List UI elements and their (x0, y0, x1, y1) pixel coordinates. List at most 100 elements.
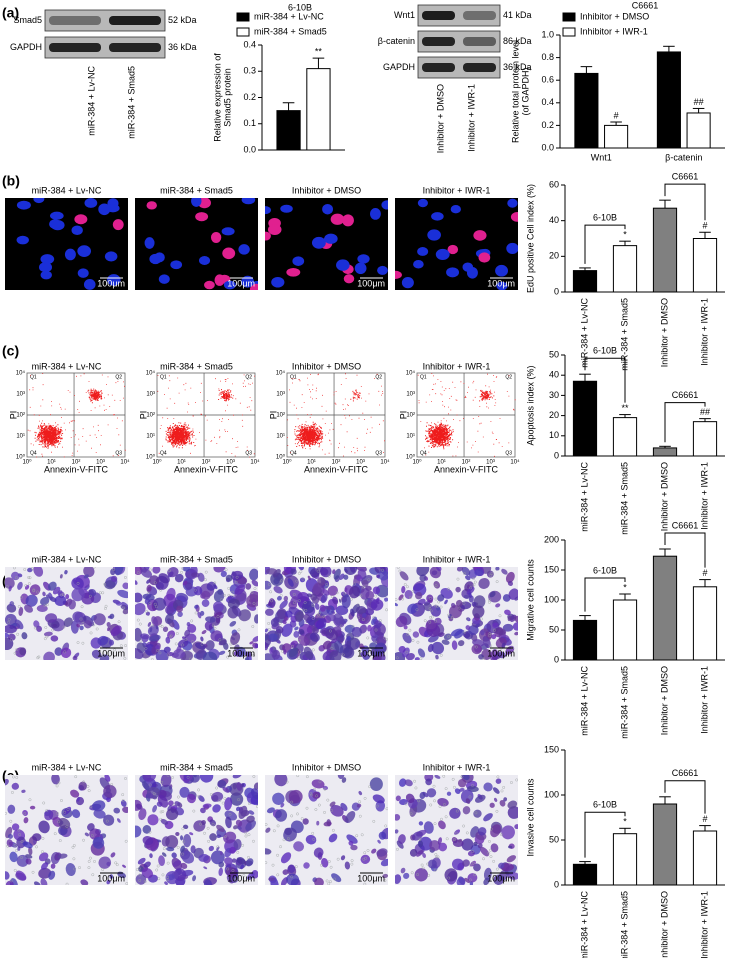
cell (317, 577, 326, 586)
x-tick-label: Inhibitor + IWR-1 (699, 891, 709, 958)
pore (43, 637, 47, 641)
pore (368, 785, 372, 789)
bar (574, 72, 599, 149)
pore (181, 852, 185, 856)
flow-y-tick: 10⁴ (146, 370, 156, 377)
cell (409, 848, 418, 857)
cell (457, 640, 465, 647)
flow-x-tick: 10² (462, 460, 471, 466)
cell (337, 775, 345, 779)
pore (314, 808, 318, 811)
cell (88, 589, 97, 597)
pore (247, 802, 251, 805)
pore (447, 587, 450, 591)
micrograph-content (5, 567, 128, 660)
cell (247, 872, 255, 881)
cell (319, 604, 326, 612)
nucleus (446, 267, 460, 278)
cell (399, 799, 408, 806)
pore (396, 567, 400, 569)
pore (121, 799, 125, 802)
pore (325, 583, 329, 586)
pore (331, 828, 335, 832)
cell (212, 804, 221, 813)
cell (471, 601, 477, 607)
cell (332, 596, 339, 605)
cell (265, 580, 272, 590)
nucleus (478, 252, 491, 263)
pore (381, 568, 384, 572)
blot-label: Wnt1 (394, 10, 415, 20)
pore (124, 777, 127, 780)
pore (148, 602, 152, 605)
pore (488, 634, 492, 638)
cell (93, 613, 106, 626)
blot-band (109, 16, 161, 25)
flow-x-tick: 10⁴ (250, 459, 260, 466)
pore (101, 653, 105, 657)
pore (490, 572, 494, 576)
flow-y-tick: 10¹ (16, 434, 25, 440)
cell (457, 778, 467, 788)
pore (312, 648, 315, 652)
cell (213, 601, 224, 613)
cell (283, 827, 297, 842)
nucleus (265, 206, 271, 215)
y-axis-label: Apoptosis index (%) (525, 365, 535, 445)
cell (230, 570, 244, 581)
cell (273, 585, 283, 594)
cell (141, 781, 150, 791)
y-axis-label: Migrative cell counts (525, 559, 535, 641)
pore (161, 810, 165, 813)
pore (463, 572, 466, 575)
cell (91, 649, 102, 659)
cell (234, 584, 246, 595)
pore (193, 588, 197, 592)
pore (433, 868, 437, 872)
cell (340, 855, 346, 861)
pore (157, 877, 161, 881)
pore (358, 814, 362, 818)
cell (21, 789, 26, 793)
pore (453, 838, 456, 842)
pore (124, 576, 127, 579)
significance-label: * (623, 582, 627, 592)
pore (282, 838, 286, 842)
pore (175, 632, 179, 635)
cell (496, 651, 506, 659)
cell (443, 633, 452, 640)
cell (110, 575, 118, 583)
pore (231, 594, 235, 598)
nucleus (104, 251, 118, 262)
pore (61, 593, 65, 597)
y-axis-label: EdU positive Cell index (%) (525, 184, 535, 293)
cell (40, 878, 48, 885)
pore (296, 775, 300, 778)
image-caption: Inhibitor + IWR-1 (423, 361, 491, 371)
pore (5, 584, 9, 588)
cell (287, 578, 294, 587)
cell (274, 775, 288, 787)
pore (28, 798, 32, 802)
micrograph: 100μm (135, 567, 258, 660)
pore (24, 584, 28, 587)
pore (366, 636, 370, 640)
cell (34, 881, 41, 885)
cell (15, 870, 27, 881)
nucleus (191, 198, 202, 207)
cell (322, 640, 332, 650)
pore (226, 655, 230, 659)
cell (110, 625, 122, 637)
cell (80, 879, 89, 885)
quadrant-label: Q2 (505, 374, 512, 380)
pore (207, 839, 210, 843)
cell (403, 872, 410, 879)
pore (181, 643, 185, 647)
pore (363, 882, 367, 885)
nucleus (506, 242, 518, 254)
cell (418, 836, 433, 851)
cell (310, 593, 318, 601)
cell (268, 633, 278, 642)
blot-band (49, 43, 101, 52)
cell (167, 874, 175, 881)
